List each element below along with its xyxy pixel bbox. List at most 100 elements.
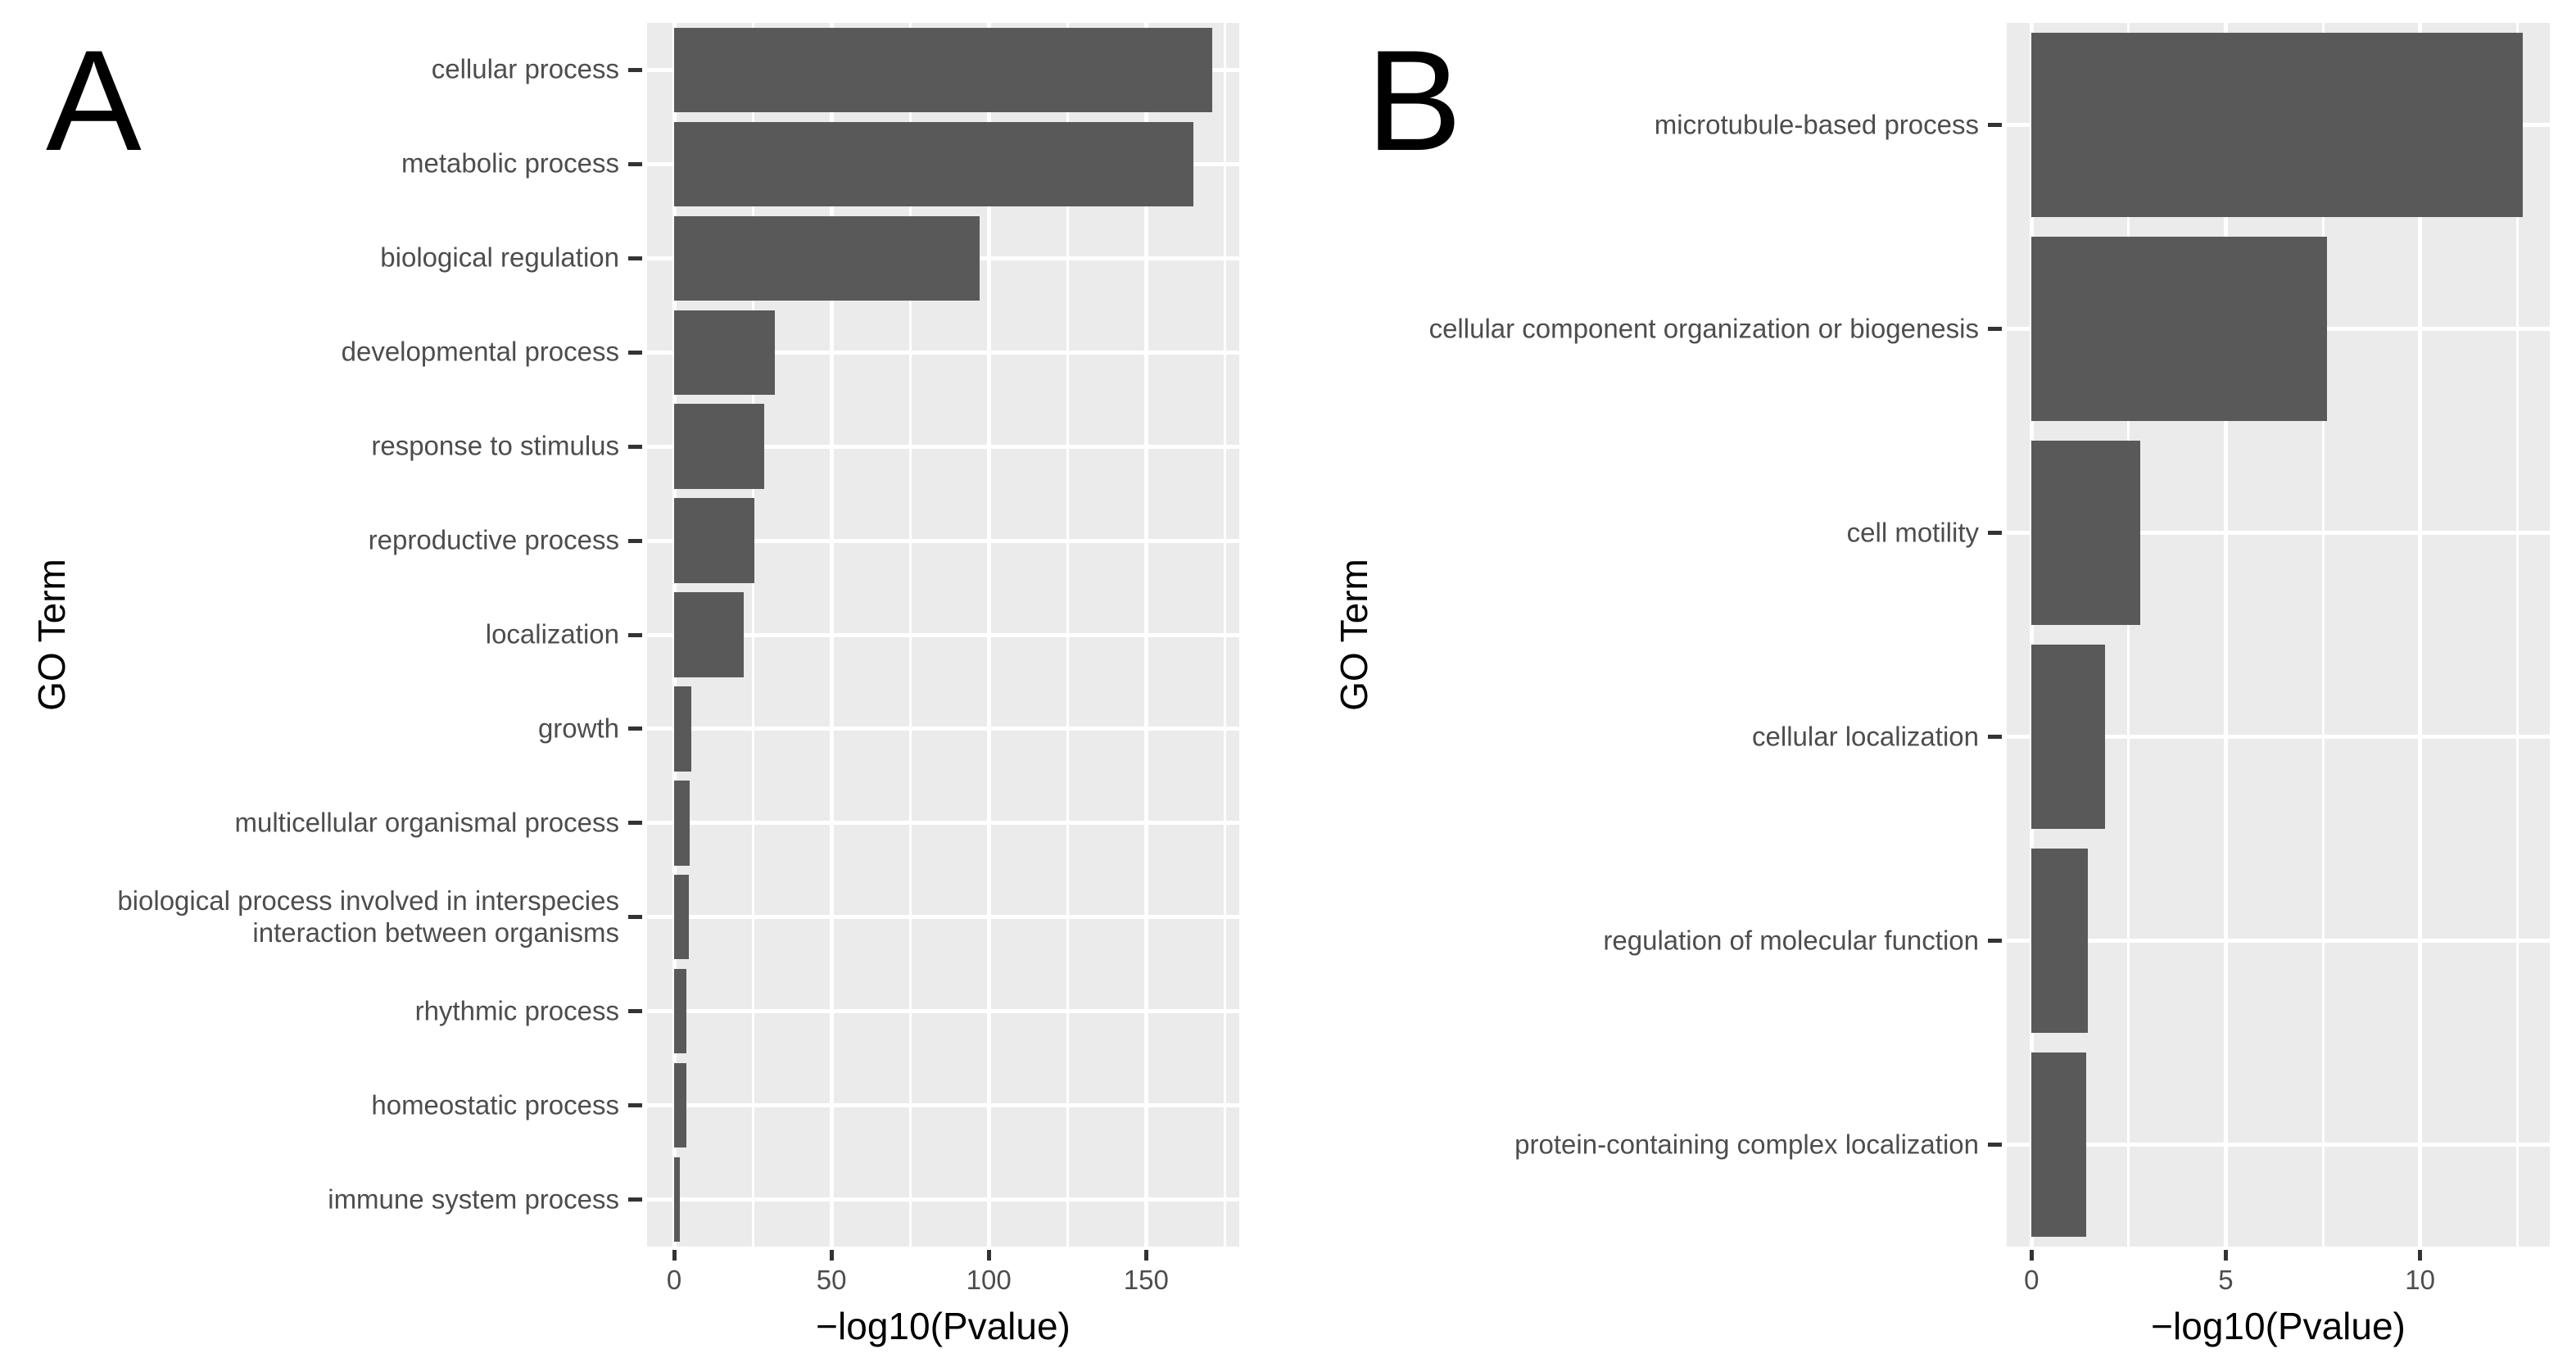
y-tick-mark	[1988, 939, 2002, 943]
bar-a-12	[674, 1157, 680, 1243]
category-label-a-0: cellular process	[431, 53, 619, 84]
x-tick-mark	[986, 1250, 991, 1261]
y-tick-mark	[628, 538, 642, 543]
y-tick-mark	[628, 1009, 642, 1014]
bar-b-5	[2031, 1052, 2086, 1237]
bar-a-0	[674, 27, 1212, 113]
x-tick-label-a-3: 150	[1123, 1265, 1169, 1295]
major-gridline	[2029, 23, 2034, 1247]
x-tick-mark	[2418, 1250, 2423, 1261]
bar-b-2	[2031, 441, 2141, 625]
category-gridline	[647, 727, 1239, 731]
category-label-a-8: multicellular organismal process	[234, 807, 619, 838]
category-label-b-2: cell motility	[1846, 517, 1979, 548]
major-gridline	[2418, 23, 2423, 1247]
major-gridline	[2223, 23, 2228, 1247]
panel-b: B GO Term −log10(Pvalue) microtubule-bas…	[1288, 0, 2576, 1358]
category-label-b-4: regulation of molecular function	[1603, 925, 1979, 956]
bar-a-1	[674, 121, 1193, 207]
y-tick-mark	[1988, 327, 2002, 331]
bar-a-2	[674, 215, 980, 301]
bar-a-6	[674, 592, 744, 677]
y-tick-mark	[628, 350, 642, 355]
category-gridline	[647, 350, 1239, 355]
panel-b-letter: B	[1366, 21, 1462, 181]
category-label-a-2: biological regulation	[380, 242, 619, 273]
x-tick-mark	[672, 1250, 677, 1261]
bar-a-3	[674, 310, 775, 395]
y-tick-mark	[628, 727, 642, 731]
x-tick-mark	[829, 1250, 834, 1261]
bar-b-3	[2031, 645, 2106, 829]
panel-b-plot-area	[2007, 23, 2550, 1247]
y-tick-mark	[1988, 123, 2002, 127]
bar-a-8	[674, 781, 690, 866]
x-tick-label-b-2: 10	[2405, 1265, 2435, 1295]
y-tick-mark	[628, 161, 642, 166]
y-tick-mark	[628, 821, 642, 826]
minor-gridline	[2321, 23, 2325, 1247]
category-label-a-4: response to stimulus	[371, 430, 619, 461]
x-tick-label-a-0: 0	[666, 1265, 682, 1295]
bar-a-11	[674, 1062, 686, 1148]
x-tick-label-a-1: 50	[816, 1265, 847, 1295]
y-tick-mark	[628, 67, 642, 72]
x-tick-mark	[2029, 1250, 2034, 1261]
x-tick-label-b-0: 0	[2024, 1265, 2040, 1295]
y-tick-mark	[628, 1197, 642, 1202]
category-label-a-7: growth	[537, 713, 619, 744]
category-label-a-5: reproductive process	[368, 524, 619, 555]
category-label-b-5: protein-containing complex localization	[1514, 1129, 1979, 1160]
y-tick-mark	[628, 915, 642, 920]
x-tick-mark	[2223, 1250, 2228, 1261]
bar-b-0	[2031, 33, 2524, 217]
bar-a-7	[674, 686, 692, 772]
category-gridline	[647, 1197, 1239, 1202]
y-tick-mark	[1988, 1143, 2002, 1147]
bar-a-10	[674, 968, 687, 1054]
minor-gridline	[2127, 23, 2130, 1247]
category-label-a-6: localization	[485, 618, 619, 650]
bar-a-9	[674, 875, 690, 960]
category-gridline	[647, 1009, 1239, 1014]
x-tick-label-b-1: 5	[2218, 1265, 2234, 1295]
category-gridline	[647, 632, 1239, 637]
panel-a-x-axis-title: −log10(Pvalue)	[816, 1305, 1071, 1347]
panel-a: A GO Term −log10(Pvalue) cellular proces…	[30, 21, 1239, 1347]
x-tick-label-a-2: 100	[966, 1265, 1012, 1295]
category-gridline	[647, 915, 1239, 920]
minor-gridline	[2515, 23, 2519, 1247]
y-tick-mark	[628, 256, 642, 260]
panel-b-x-axis-title: −log10(Pvalue)	[2151, 1305, 2406, 1347]
category-gridline	[2007, 531, 2550, 535]
category-gridline	[2007, 939, 2550, 943]
category-label-b-0: microtubule-based process	[1654, 109, 1979, 140]
panel-b-y-axis-title: GO Term	[1333, 559, 1375, 711]
bar-a-5	[674, 498, 754, 583]
y-tick-mark	[1988, 735, 2002, 739]
category-gridline	[647, 821, 1239, 826]
category-gridline	[647, 1103, 1239, 1108]
x-tick-mark	[1143, 1250, 1148, 1261]
category-label-a-10: rhythmic process	[414, 995, 619, 1026]
category-gridline	[647, 444, 1239, 449]
y-tick-mark	[1988, 531, 2002, 535]
category-label-a-1: metabolic process	[401, 147, 619, 179]
category-label-a-3: developmental process	[341, 336, 619, 367]
category-gridline	[647, 538, 1239, 543]
category-label-b-3: cellular localization	[1752, 721, 1979, 752]
panel-a-letter: A	[46, 21, 142, 181]
panel-a-plot-area	[647, 23, 1239, 1247]
bar-b-1	[2031, 237, 2327, 421]
category-label-a-12: immune system process	[328, 1184, 619, 1215]
category-label-a-9: biological process involved in interspec…	[117, 885, 619, 948]
category-label-b-1: cellular component organization or bioge…	[1428, 313, 1979, 344]
bar-a-4	[674, 404, 764, 489]
category-label-a-11: homeostatic process	[371, 1089, 619, 1120]
y-tick-mark	[628, 632, 642, 637]
bar-b-4	[2031, 849, 2089, 1033]
y-tick-mark	[628, 444, 642, 449]
category-gridline	[2007, 735, 2550, 739]
y-tick-mark	[628, 1103, 642, 1108]
